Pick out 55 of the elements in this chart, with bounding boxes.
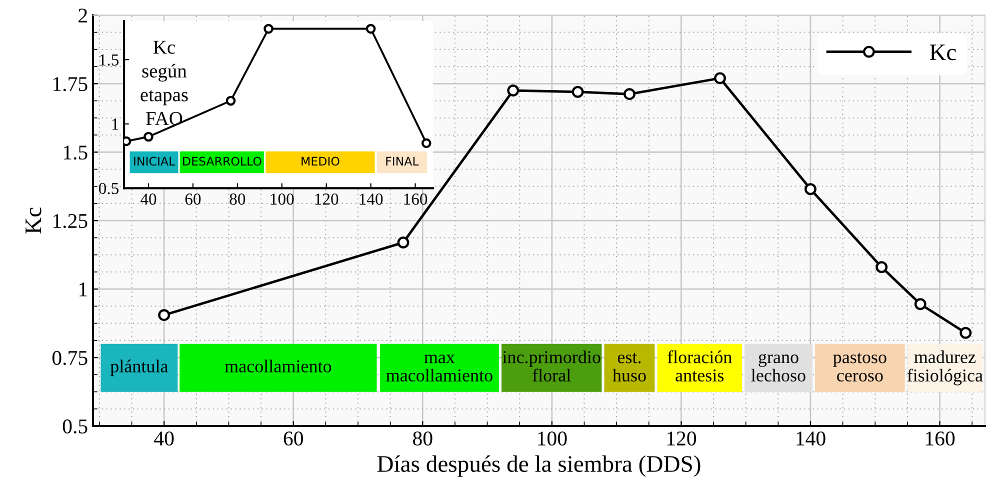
band-label: FINAL: [386, 156, 419, 166]
y-axis-title: Kc: [26, 208, 42, 234]
x-tick-label: 40: [154, 431, 174, 446]
y-tick-label: 2: [78, 8, 87, 22]
y-tick-label: 1.5: [64, 146, 88, 160]
band-label: DESARROLLO: [183, 156, 262, 166]
x-tick-label: 120: [667, 431, 696, 446]
band-label: plántula: [110, 360, 168, 376]
point: [226, 96, 236, 106]
x-tick-label: 160: [926, 431, 955, 446]
x-tick-label: 160: [404, 194, 428, 205]
point: [397, 236, 410, 248]
point: [421, 138, 432, 148]
x-axis-title: Días después de la siembra (DDS): [377, 455, 700, 477]
point: [624, 88, 636, 100]
point: [507, 84, 520, 96]
x-tick-label: 120: [315, 194, 338, 205]
point: [960, 326, 972, 339]
point: [366, 24, 376, 34]
y-tick-label: 1: [112, 118, 118, 130]
band-label: MEDIO: [302, 156, 340, 166]
band-label: inc.primordio floral: [502, 350, 600, 382]
band-label: floración antesis: [668, 350, 732, 382]
band-label: macollamiento: [224, 360, 332, 372]
point: [914, 298, 926, 310]
x-tick-label: 100: [538, 431, 567, 446]
x-tick-label: 60: [284, 431, 303, 446]
x-tick-label: 100: [270, 194, 294, 205]
band-label: est. huso: [612, 352, 646, 382]
x-tick-label: 140: [796, 431, 826, 446]
x-tick-label: 140: [360, 194, 383, 205]
point: [144, 132, 154, 142]
y-tick-label: 0.5: [62, 419, 88, 434]
band-label: INICIAL: [134, 156, 176, 166]
point: [714, 72, 726, 84]
point: [876, 261, 888, 274]
band-label: grano lechoso: [751, 354, 806, 382]
band-label: madurez fisiológica: [907, 350, 983, 386]
point: [804, 183, 816, 196]
point: [572, 86, 584, 98]
x-tick-label: 40: [140, 194, 156, 205]
y-tick-label: 0.75: [52, 350, 88, 366]
x-tick-label: 80: [230, 194, 246, 205]
point: [158, 309, 170, 322]
y-tick-label: 1: [80, 282, 87, 296]
point: [264, 24, 274, 34]
y-tick-label: 0.5: [98, 182, 119, 194]
x-tick-label: 80: [413, 431, 432, 446]
y-tick-label: 1.5: [100, 54, 119, 66]
y-tick-label: 1.75: [53, 77, 88, 92]
band-label: pastoso ceroso: [833, 352, 886, 382]
x-tick-label: 60: [185, 194, 201, 205]
y-tick-label: 1.25: [53, 214, 88, 228]
legend-label: Kc: [930, 44, 956, 60]
band-label: max macollamiento: [386, 354, 492, 382]
